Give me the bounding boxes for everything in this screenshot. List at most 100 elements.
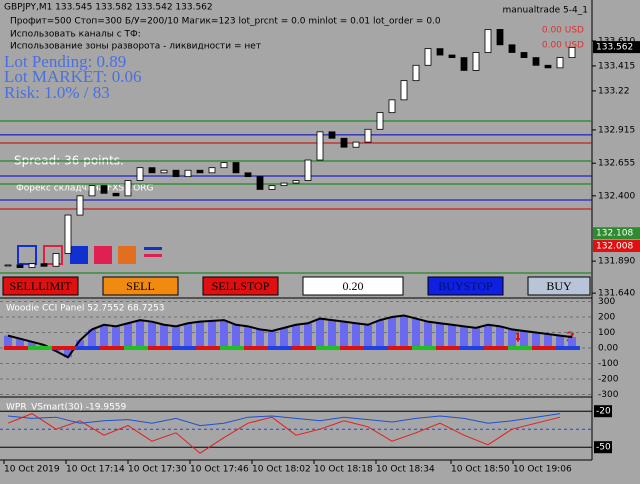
candle (160, 169, 168, 174)
cci-tick-label: -200 (598, 374, 619, 384)
price-label-bg (593, 227, 640, 240)
tick-bg (594, 441, 612, 454)
cci-bar (328, 320, 336, 348)
cci-bar (376, 320, 384, 348)
candle (532, 57, 540, 66)
trend-strip (508, 346, 532, 350)
trend-strip (460, 346, 484, 350)
swatch (144, 247, 162, 250)
trade-button[interactable] (527, 276, 591, 296)
cci-line (7, 314, 573, 359)
time-label: 10 Oct 19:06 (513, 465, 572, 475)
trade-button[interactable] (102, 276, 179, 296)
cci-bar (136, 320, 144, 348)
price-tick-label: 133.415 (598, 61, 635, 71)
trade-button-label[interactable]: BUY (546, 279, 572, 293)
price-label-bg (593, 240, 640, 253)
price-tick-label: 133.22 (598, 86, 630, 96)
trade-button-label[interactable]: SELL (126, 279, 155, 293)
trade-button-label[interactable]: SELLLIMIT (10, 279, 73, 293)
trend-strip (52, 346, 76, 350)
cci-bar (412, 318, 420, 348)
trend-strip (124, 346, 148, 350)
candle (124, 180, 132, 197)
candle (172, 169, 180, 178)
candle (556, 57, 564, 69)
cci-bar (460, 326, 468, 348)
cci-bar (520, 330, 528, 348)
candle (88, 185, 96, 197)
trade-button[interactable] (202, 276, 279, 296)
trend-strip (28, 346, 52, 350)
candle (220, 162, 228, 169)
trade-button[interactable] (2, 276, 79, 296)
time-label: 10 Oct 17:46 (190, 465, 249, 475)
candle (364, 128, 372, 143)
cci-bar (400, 315, 408, 348)
time-label: 10 Oct 17:14 (66, 465, 125, 475)
trend-strip (196, 346, 220, 350)
cci-bar (304, 323, 312, 348)
candle (112, 192, 120, 197)
time-label: 10 Oct 18:02 (252, 465, 311, 475)
trade-button[interactable] (302, 276, 404, 296)
time-label: 10 Oct 18:50 (451, 465, 510, 475)
cci-tick-label: 300 (598, 297, 615, 307)
cci-bar (436, 323, 444, 348)
candle (412, 64, 420, 82)
candle (448, 54, 456, 59)
cci-bar (388, 317, 396, 348)
price-tick-label: 132.655 (598, 159, 635, 169)
candle (40, 263, 48, 267)
trend-strip (484, 346, 508, 350)
cci-bar (64, 348, 72, 358)
cci-bar (28, 341, 36, 348)
cci-bar (424, 321, 432, 348)
candle (184, 169, 192, 178)
symbol-line: GBPJPY,M1 133.545 133.582 133.542 133.56… (4, 3, 213, 13)
cci-bar (172, 326, 180, 348)
cci-bar (568, 337, 576, 348)
price-label: 133.562 (596, 43, 633, 53)
candle (16, 264, 24, 268)
candle (64, 214, 72, 254)
price-label: 132.008 (596, 242, 633, 252)
cci-bar (352, 323, 360, 348)
candle (388, 99, 396, 114)
cci-bar (484, 324, 492, 348)
candle (316, 131, 324, 161)
cci-tick-label: 200 (598, 313, 615, 323)
swatch (70, 246, 88, 264)
trade-button-label[interactable]: SELLSTOP (212, 279, 270, 293)
candle (328, 131, 336, 139)
cci-bar (316, 318, 324, 348)
price-label-bg (593, 41, 640, 54)
candle (256, 176, 264, 190)
trend-strip (556, 346, 580, 350)
cci-bar (148, 321, 156, 348)
wpr-tick-label: -50 (596, 443, 611, 453)
candle (232, 162, 240, 174)
tick-bg (594, 405, 612, 418)
trade-button-label[interactable]: 0.20 (343, 279, 364, 293)
candle (484, 29, 492, 53)
cci-bar (556, 335, 564, 348)
price-tick-label: 132.915 (598, 125, 635, 135)
trade-button-label[interactable]: BUYSTOP (438, 279, 493, 293)
candle (352, 141, 360, 148)
cci-bar (244, 326, 252, 348)
candle (544, 64, 552, 69)
candle (472, 52, 480, 71)
cci-bar (4, 335, 12, 348)
color-swatches (17, 245, 162, 265)
candle (520, 52, 528, 59)
wpr-tick-label: -20 (596, 407, 611, 417)
trend-strip (100, 346, 124, 350)
candle (244, 172, 252, 178)
trade-button[interactable] (427, 276, 504, 296)
channels-line: Использовать каналы с ТФ: (10, 30, 141, 40)
candle (4, 264, 12, 267)
risk: Risk: 1.0% / 83 (4, 83, 110, 102)
price-label: 132.108 (596, 229, 633, 239)
cci-bar (208, 320, 216, 348)
